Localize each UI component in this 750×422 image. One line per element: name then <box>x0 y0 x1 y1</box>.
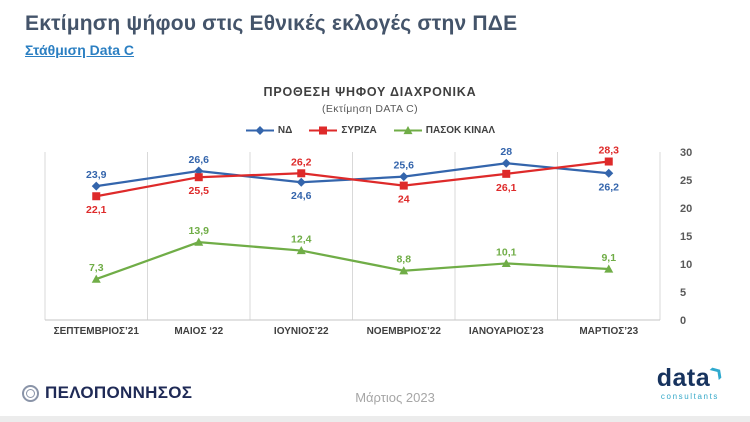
diamond-marker <box>604 168 614 178</box>
diamond-marker <box>194 166 204 176</box>
footer-date: Μάρτιος 2023 <box>355 390 435 405</box>
x-tick-label: ΣΕΠΤΕΜΒΡΙΟΣ’21 <box>54 326 140 337</box>
diamond-marker <box>501 158 511 168</box>
y-tick-label: 5 <box>680 287 686 299</box>
series-ΣΥΡΙΖΑ: 22,1 25,5 26,2 24 26,1 28,3 <box>86 145 619 217</box>
diamond-marker <box>296 177 306 187</box>
square-marker <box>194 173 203 182</box>
diamond-marker <box>91 181 101 191</box>
legend-label: ΣΥΡΙΖΑ <box>341 125 377 136</box>
data-label: 26,2 <box>599 181 620 193</box>
chart-legend: ΝΔ ΣΥΡΙΖΑ ΠΑΣΟΚ ΚΙΝΑΛ <box>45 125 695 136</box>
data-label: 24 <box>398 194 410 206</box>
legend-label: ΠΑΣΟΚ ΚΙΝΑΛ <box>425 125 496 136</box>
y-tick-label: 15 <box>680 231 692 243</box>
series-line <box>96 160 609 198</box>
data-logo-subtext: consultants <box>660 392 719 401</box>
gridlines <box>44 152 661 321</box>
data-logo-text: data <box>656 364 711 392</box>
triangle-marker <box>91 274 101 283</box>
x-tick-label: ΜΑΡΤΙΟΣ’23 <box>579 326 638 337</box>
data-label: 10,1 <box>496 246 517 258</box>
triangle-marker <box>296 246 306 255</box>
triangle-marker <box>194 237 204 246</box>
x-tick-label: ΙΟΥΝΙΟΣ’22 <box>274 326 329 337</box>
data-label: 25,5 <box>189 185 210 197</box>
chart: ΠΡΟΘΕΣΗ ΨΗΦΟΥ ΔΙΑΧΡΟΝΙΚΑ (Εκτίμηση DATA … <box>44 85 695 345</box>
data-label: 28,3 <box>599 145 620 157</box>
legend-item-ΝΔ: ΝΔ <box>245 125 292 136</box>
x-tick-label: ΙΑΝΟΥΑΡΙΟΣ’23 <box>469 326 544 337</box>
x-tick-label: ΜΑΙΟΣ ‘22 <box>174 326 223 337</box>
y-tick-label: 10 <box>680 259 692 271</box>
peloponnisos-logo-text: ΠΕΛΟΠΟΝΝΗΣΟΣ <box>45 383 193 402</box>
square-marker <box>604 157 613 166</box>
chart-subtitle: (Εκτίμηση DATA C) <box>321 103 419 115</box>
peloponnisos-emblem-icon <box>22 384 39 402</box>
square-marker <box>399 181 408 190</box>
data-label: 24,6 <box>291 190 312 202</box>
data-label: 26,6 <box>189 154 210 166</box>
y-tick-label: 30 <box>680 147 692 159</box>
triangle-marker <box>604 264 614 273</box>
y-axis-labels: 0 5 10 15 20 25 30 <box>680 147 692 327</box>
legend-label: ΝΔ <box>277 125 293 136</box>
data-label: 25,6 <box>394 160 415 172</box>
diamond-legend-marker-icon <box>245 126 274 135</box>
y-tick-label: 0 <box>680 315 686 327</box>
series-ΝΔ: 23,9 26,6 24,6 25,6 28 26,2 <box>86 146 619 202</box>
data-label: 26,2 <box>291 156 312 168</box>
y-tick-label: 25 <box>680 175 692 187</box>
data-label: 26,1 <box>496 182 517 194</box>
x-tick-label: ΝΟΕΜΒΡΙΟΣ’22 <box>367 326 442 337</box>
y-tick-label: 20 <box>680 203 692 215</box>
legend-item-ΣΥΡΙΖΑ: ΣΥΡΙΖΑ <box>308 125 377 136</box>
weighting-link[interactable]: Στάθμιση Data C <box>25 42 135 58</box>
series-line <box>95 241 609 281</box>
header: Εκτίμηση ψήφου στις Εθνικές εκλογές στην… <box>25 12 517 60</box>
data-label: 7,3 <box>89 262 104 274</box>
series-ΠΑΣΟΚ ΚΙΝΑΛ: 7,3 13,9 12,4 8,8 10,1 9,1 <box>89 225 616 283</box>
data-label: 28 <box>500 146 512 158</box>
legend-item-ΠΑΣΟΚ ΚΙΝΑΛ: ΠΑΣΟΚ ΚΙΝΑΛ <box>393 125 495 136</box>
square-marker <box>502 169 511 178</box>
square-marker <box>92 192 101 201</box>
triangle-marker <box>399 266 409 275</box>
data-label: 9,1 <box>601 252 616 264</box>
data-label: 13,9 <box>189 225 210 237</box>
data-consultants-logo: data❯ consultants <box>656 362 726 401</box>
data-logo-arrow-icon: ❯ <box>707 362 726 381</box>
data-label: 23,9 <box>86 169 107 181</box>
triangle-legend-marker-icon <box>393 126 422 135</box>
x-axis-labels: ΣΕΠΤΕΜΒΡΙΟΣ’21 ΜΑΙΟΣ ‘22 ΙΟΥΝΙΟΣ’22 ΝΟΕΜΒΡΙ… <box>54 326 639 337</box>
chart-title: ΠΡΟΘΕΣΗ ΨΗΦΟΥ ΔΙΑΧΡΟΝΙΚΑ <box>263 85 477 99</box>
diamond-marker <box>399 172 409 182</box>
peloponnisos-logo: ΠΕΛΟΠΟΝΝΗΣΟΣ <box>22 383 192 403</box>
square-marker <box>297 169 306 178</box>
data-label: 22,1 <box>86 204 107 216</box>
bottom-edge-strip <box>0 416 750 422</box>
data-label: 8,8 <box>396 254 411 266</box>
triangle-marker <box>501 258 511 268</box>
page-title: Εκτίμηση ψήφου στις Εθνικές εκλογές στην… <box>25 12 518 35</box>
square-legend-marker-icon <box>309 126 338 135</box>
chart-plot: 0 5 10 15 20 25 30 ΣΕΠΤΕΜΒΡΙΟΣ’21 ΜΑΙΟΣ ‘22 ΙΟΥΝΙ… <box>44 145 692 337</box>
data-label: 12,4 <box>291 234 312 246</box>
